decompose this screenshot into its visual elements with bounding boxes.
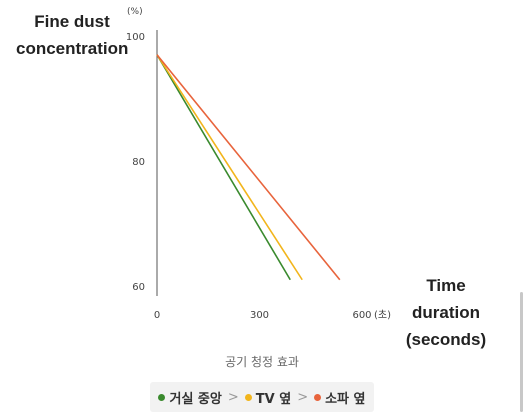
chart-subtitle: 공기 청정 효과 [225,355,299,369]
series-line-3 [156,54,341,281]
legend-label-tv-side: TV 옆 [255,391,292,407]
legend-item-living-room-center: 거실 중앙 [158,388,222,407]
y-tick-label: 80 [132,157,145,168]
y-tick-label: 60 [132,282,145,293]
legend-dot-sofa-side [314,393,322,401]
y-axis-title: Fine dust concentration [16,12,129,58]
page-scrollbar[interactable] [520,292,523,412]
series-line-2 [156,54,303,281]
legend-dot-tv-side [244,393,252,401]
x-tick-label: 300 [250,310,269,321]
legend-dot-living-room-center [158,393,166,401]
chart-ticks: 60 80 100 0 300 600 [126,32,372,321]
x-axis-unit: (초) [374,309,391,321]
legend-label-sofa-side: 소파 옆 [325,391,366,407]
legend-label-living-room-center: 거실 중앙 [169,391,222,407]
legend-separator-chevron: > [227,389,239,405]
x-tick-label: 0 [154,310,160,321]
x-axis-title: Time duration (seconds) [405,276,487,349]
legend-item-tv-side: TV 옆 [244,388,292,407]
legend: 거실 중앙 > TV 옆 > 소파 옆 [150,382,374,412]
x-tick-label: 600 [352,310,371,321]
y-axis-unit: (%) [127,7,143,17]
legend-item-sofa-side: 소파 옆 [314,388,366,407]
legend-separator-chevron: > [297,389,309,405]
chart-series [156,54,341,281]
y-tick-label: 100 [126,32,145,43]
series-line-1 [156,54,291,281]
